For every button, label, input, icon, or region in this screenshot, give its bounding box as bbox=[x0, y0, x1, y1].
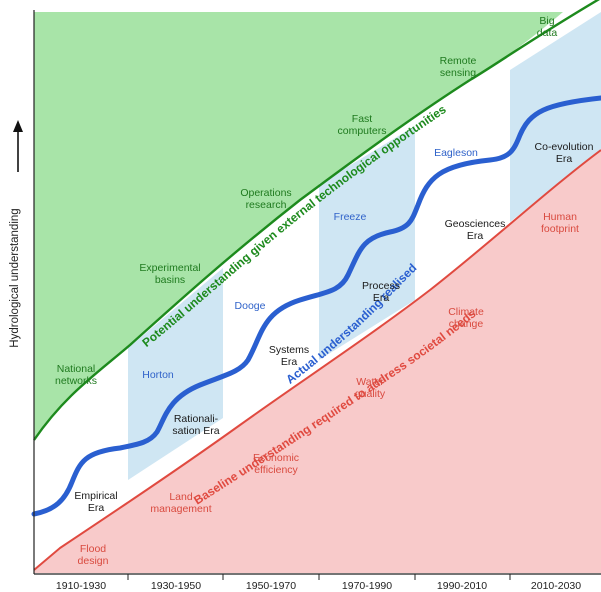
x-label-1950-1970: 1950-1970 bbox=[246, 580, 296, 592]
band-1930-1950 bbox=[128, 268, 223, 480]
need-land-management: Land management bbox=[150, 491, 211, 515]
y-axis-label: Hydrological understanding bbox=[9, 208, 21, 347]
era-co-evolution: Co-evolution Era bbox=[535, 141, 594, 165]
x-label-1990-2010: 1990-2010 bbox=[437, 580, 487, 592]
era-systems: Systems Era bbox=[269, 344, 309, 368]
era-geosciences: Geosciences Era bbox=[445, 218, 506, 242]
era-rationalisation: Rationali-sation Era bbox=[172, 413, 219, 437]
tech-label-fast-computers: Fast computers bbox=[337, 113, 386, 137]
baseline-curve bbox=[33, 149, 601, 571]
scientist-freeze: Freeze bbox=[334, 211, 367, 223]
need-flood-design: Flood design bbox=[78, 543, 109, 567]
tech-label-remote-sensing: Remote sensing bbox=[440, 55, 477, 79]
scientist-dooge: Dooge bbox=[235, 300, 266, 312]
era-labels: Empirical Era Rationali-sation Era System… bbox=[74, 141, 593, 514]
x-axis-labels: 1910-1930 1930-1950 1950-1970 1970-1990 … bbox=[56, 580, 581, 592]
tech-label-big-data: Big data bbox=[537, 15, 558, 39]
actual-curve bbox=[31, 95, 601, 517]
baseline-region bbox=[34, 150, 601, 573]
need-human-footprint: Human footprint bbox=[541, 211, 579, 235]
need-climate-change: Climate change bbox=[448, 306, 484, 330]
band-2010-2030 bbox=[510, 12, 601, 222]
societal-needs-labels: Flood design Land management Economic effic… bbox=[78, 211, 580, 567]
potential-curve bbox=[33, 0, 600, 441]
x-axis-ticks bbox=[127, 574, 511, 580]
x-label-1930-1950: 1930-1950 bbox=[151, 580, 201, 592]
era-process: Process Era bbox=[362, 280, 400, 304]
era-empirical: Empirical Era bbox=[74, 490, 117, 514]
x-label-2010-2030: 2010-2030 bbox=[531, 580, 581, 592]
y-axis-arrow bbox=[13, 120, 23, 172]
scientist-eagleson: Eagleson bbox=[434, 147, 478, 159]
need-water-quality: Water quality bbox=[355, 376, 386, 400]
potential-region bbox=[34, 12, 563, 440]
tech-label-experimental-basins: Experimental basins bbox=[139, 262, 200, 286]
technology-labels: National networks Experimental basins Oper… bbox=[55, 15, 557, 387]
tech-label-national-networks: National networks bbox=[55, 363, 97, 387]
tech-label-operations-research: Operations research bbox=[240, 187, 291, 211]
x-label-1910-1930: 1910-1930 bbox=[56, 580, 106, 592]
scientist-horton: Horton bbox=[142, 369, 174, 381]
need-economic-efficiency: Economic efficiency bbox=[253, 452, 299, 476]
scientist-labels: Horton Dooge Freeze Eagleson bbox=[142, 147, 478, 381]
x-label-1970-1990: 1970-1990 bbox=[342, 580, 392, 592]
